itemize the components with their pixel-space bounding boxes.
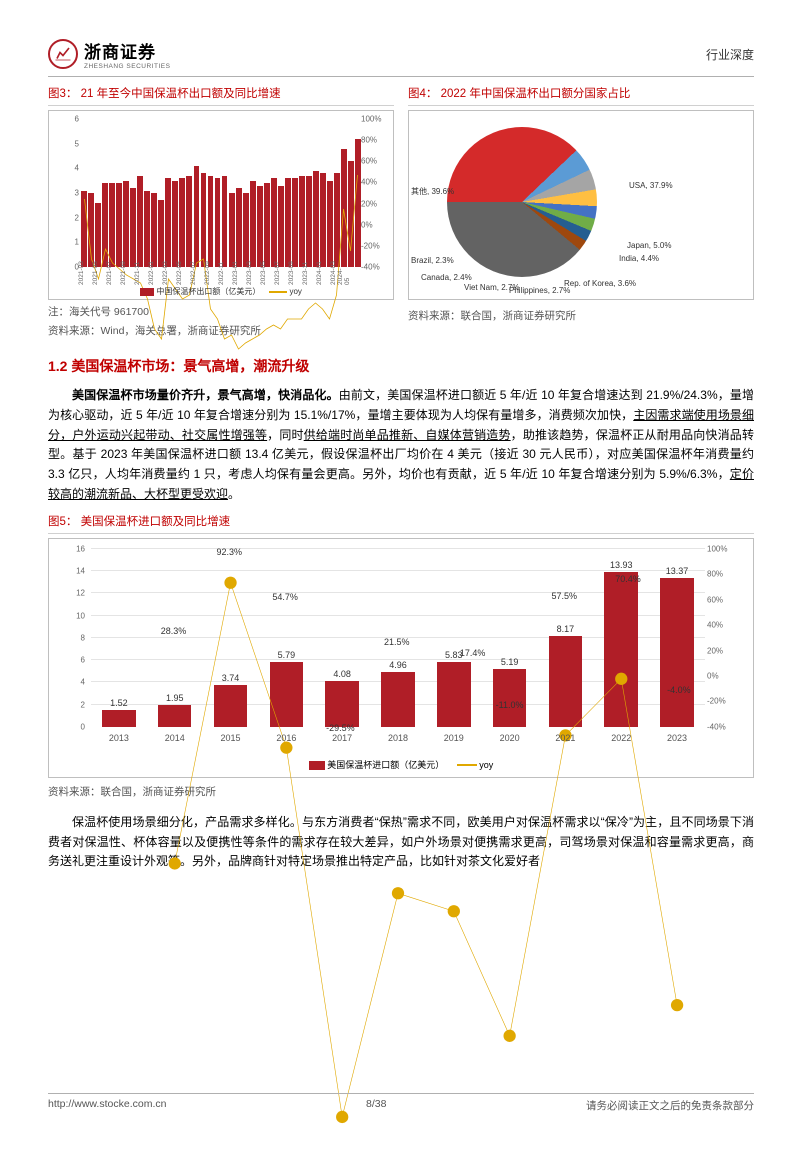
pie-slice-label: USA, 37.9% bbox=[629, 181, 673, 190]
figure-4-chart: USA, 37.9% Japan, 5.0% India, 4.4% Rep. of … bbox=[408, 110, 754, 300]
footer-url: http://www.stocke.com.cn bbox=[48, 1098, 166, 1113]
document-type: 行业深度 bbox=[706, 46, 754, 63]
footer-page: 8/38 bbox=[366, 1098, 386, 1113]
figure-3-legend: 中国保温杯出口额（亿美元） yoy bbox=[49, 286, 393, 297]
figure-3-chart: 0123456 -40%-20%0%20%40%60%80%100% 2021-… bbox=[48, 110, 394, 300]
logo-icon bbox=[48, 39, 78, 69]
figure-3-title: 图3： 21 年至今中国保温杯出口额及同比增速 bbox=[48, 85, 394, 101]
figure-4: 图4： 2022 年中国保温杯出口额分国家占比 USA, 37.9% Japan,… bbox=[408, 85, 754, 338]
pie-slice-label: Canada, 2.4% bbox=[421, 273, 472, 282]
figure-5-chart: 0246810121416 -40%-20%0%20%40%60%80%100%… bbox=[48, 538, 754, 778]
pie-slice-label: 其他, 39.6% bbox=[411, 186, 454, 197]
page-footer: http://www.stocke.com.cn 8/38 请务必阅读正文之后的… bbox=[48, 1093, 754, 1113]
figure-5-legend: 美国保温杯进口额（亿美元） yoy bbox=[49, 758, 753, 771]
figure-3: 图3： 21 年至今中国保温杯出口额及同比增速 0123456 -40%-20%… bbox=[48, 85, 394, 338]
legend-line-label: yoy bbox=[289, 287, 301, 296]
logo-name-en: ZHESHANG SECURITIES bbox=[84, 63, 170, 70]
divider bbox=[48, 105, 394, 106]
pie-slice-label: Viet Nam, 2.7% bbox=[464, 283, 519, 292]
legend-line-label: yoy bbox=[479, 760, 493, 770]
legend-bar-label: 美国保温杯进口额（亿美元） bbox=[327, 760, 444, 770]
legend-bar-label: 中国保温杯出口额（亿美元） bbox=[156, 287, 260, 296]
figure-5-title: 图5： 美国保温杯进口额及同比增速 bbox=[48, 513, 754, 529]
footer-disclaimer: 请务必阅读正文之后的免责条款部分 bbox=[586, 1098, 754, 1113]
logo-name-cn: 浙商证券 bbox=[84, 38, 170, 63]
pie-slice-label: Rep. of Korea, 3.6% bbox=[564, 279, 636, 288]
divider bbox=[408, 105, 754, 106]
figure-5-source: 资料来源：联合国，浙商证券研究所 bbox=[48, 784, 754, 799]
pie-slice-label: Brazil, 2.3% bbox=[411, 256, 454, 265]
paragraph-2: 保温杯使用场景细分化，产品需求多样化。与东方消费者“保热”需求不同，欧美用户对保… bbox=[48, 813, 754, 872]
pie-slice-label: Japan, 5.0% bbox=[627, 241, 671, 250]
page-header: 浙商证券 ZHESHANG SECURITIES 行业深度 bbox=[48, 38, 754, 77]
paragraph-1: 美国保温杯市场量价齐升，景气高增，快消品化。由前文，美国保温杯进口额近 5 年/… bbox=[48, 386, 754, 505]
figure-row-top: 图3： 21 年至今中国保温杯出口额及同比增速 0123456 -40%-20%… bbox=[48, 85, 754, 338]
logo: 浙商证券 ZHESHANG SECURITIES bbox=[48, 38, 170, 70]
pie-slice-label: India, 4.4% bbox=[619, 254, 659, 263]
figure-4-title: 图4： 2022 年中国保温杯出口额分国家占比 bbox=[408, 85, 754, 101]
figure-4-source: 资料来源：联合国，浙商证券研究所 bbox=[408, 308, 754, 323]
divider bbox=[48, 533, 754, 534]
